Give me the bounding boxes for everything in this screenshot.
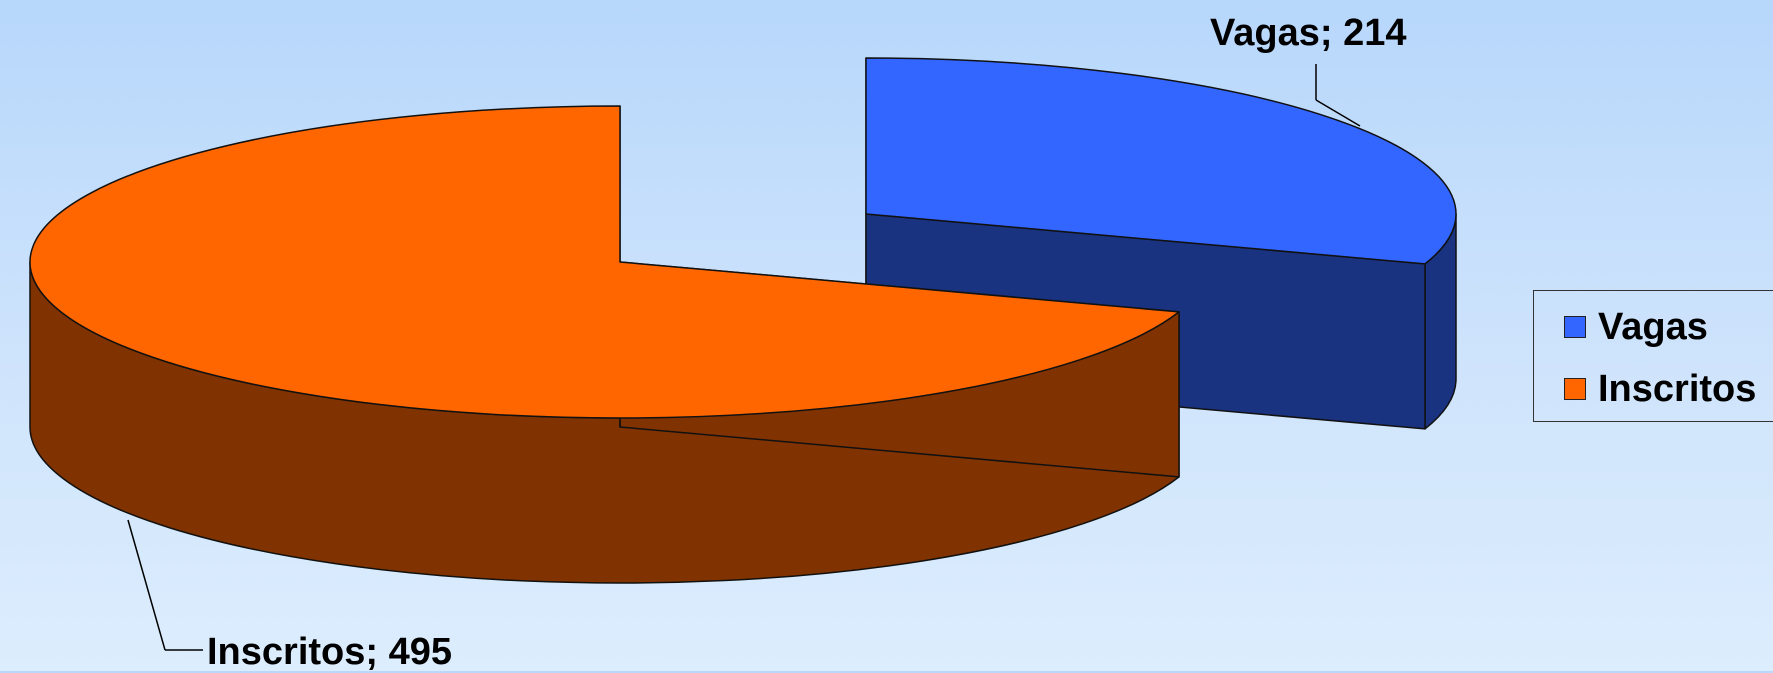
data-label-inscritos: Inscritos; 495 bbox=[207, 631, 452, 673]
legend-label-vagas: Vagas bbox=[1598, 306, 1708, 348]
slice-top-inscritos bbox=[29, 105, 1180, 419]
vagas-leader-line-d bbox=[1315, 99, 1361, 127]
data-label-vagas: Vagas; 214 bbox=[1210, 12, 1407, 54]
legend-item-inscritos: Inscritos bbox=[1564, 369, 1756, 409]
slice-top-vagas bbox=[865, 57, 1457, 265]
legend-label-inscritos: Inscritos bbox=[1598, 368, 1757, 410]
chart-legend: Vagas Inscritos bbox=[1533, 290, 1773, 422]
legend-item-vagas: Vagas bbox=[1564, 307, 1708, 347]
legend-swatch-inscritos bbox=[1564, 378, 1586, 400]
inscritos-leader-line-d bbox=[127, 519, 166, 651]
legend-swatch-vagas bbox=[1564, 316, 1586, 338]
